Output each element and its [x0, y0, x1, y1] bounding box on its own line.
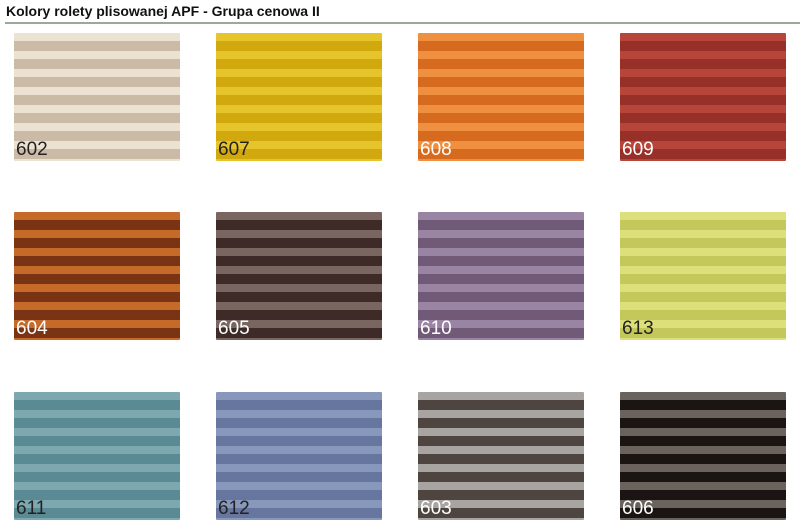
- swatch-code: 613: [622, 318, 654, 339]
- swatch-code: 608: [420, 139, 452, 160]
- swatch-code: 605: [218, 318, 250, 339]
- color-swatch-609[interactable]: 609: [620, 33, 786, 161]
- color-swatch-608[interactable]: 608: [418, 33, 584, 161]
- color-swatch-610[interactable]: 610: [418, 212, 584, 340]
- swatch-code: 602: [16, 139, 48, 160]
- swatch-code: 603: [420, 498, 452, 519]
- color-swatch-602[interactable]: 602: [14, 33, 180, 161]
- title-divider: [5, 22, 800, 24]
- swatch-code: 611: [16, 498, 47, 519]
- color-swatch-611[interactable]: 611: [14, 392, 180, 520]
- swatch-code: 607: [218, 139, 250, 160]
- color-swatch-606[interactable]: 606: [620, 392, 786, 520]
- color-swatch-604[interactable]: 604: [14, 212, 180, 340]
- swatch-code: 610: [420, 318, 452, 339]
- color-swatch-613[interactable]: 613: [620, 212, 786, 340]
- color-swatch-605[interactable]: 605: [216, 212, 382, 340]
- color-swatch-612[interactable]: 612: [216, 392, 382, 520]
- page-title: Kolory rolety plisowanej APF - Grupa cen…: [6, 3, 320, 19]
- swatch-code: 609: [622, 139, 654, 160]
- swatch-code: 606: [622, 498, 654, 519]
- swatch-code: 612: [218, 498, 250, 519]
- swatch-code: 604: [16, 318, 48, 339]
- color-swatch-603[interactable]: 603: [418, 392, 584, 520]
- color-swatch-607[interactable]: 607: [216, 33, 382, 161]
